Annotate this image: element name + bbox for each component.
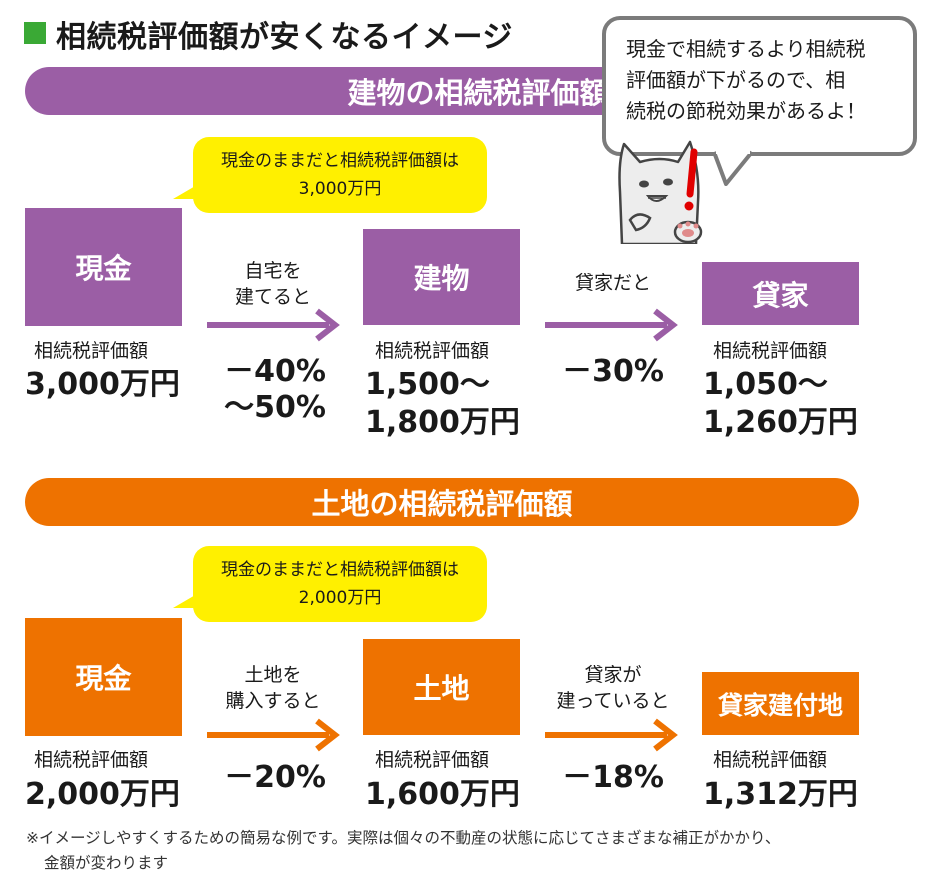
building-step2-line-1: 貸家だと: [574, 272, 651, 294]
speech-bubble-tail: [712, 150, 754, 186]
building-label: 相続税評価額: [375, 340, 490, 362]
cat-illustration-icon: [618, 140, 703, 244]
building-pct1: －40% ～50%: [215, 354, 335, 426]
land-box: 土地: [363, 639, 520, 735]
building-step1-text: 自宅を 建てると: [205, 258, 341, 310]
land-banner-text: 土地の相続税評価額: [311, 487, 573, 521]
building-amount-line-2: 1,800万円: [365, 405, 520, 440]
speech-line-3: 続税の節税効果があるよ！: [626, 99, 866, 123]
land-callout-line-1: 現金のままだと相続税評価額は: [221, 560, 459, 580]
title-bullet: [24, 22, 46, 44]
building-cash-amount: 3,000万円: [25, 367, 180, 402]
building-arrow-1-icon: [207, 308, 340, 342]
rental-land-label: 相続税評価額: [713, 749, 828, 771]
land-arrow-2-icon: [545, 718, 678, 752]
footnote-line-2: 金額が変わります: [44, 854, 169, 872]
land-cash-callout: 現金のままだと相続税評価額は 2,000万円: [173, 546, 487, 622]
land-box-text: 土地: [413, 672, 470, 705]
land-section-banner: 土地の相続税評価額: [25, 478, 859, 526]
building-cash-callout: 現金のままだと相続税評価額は 3,000万円: [173, 137, 487, 213]
rental-house-label: 相続税評価額: [713, 340, 828, 362]
building-callout-line-1: 現金のままだと相続税評価額は: [221, 151, 459, 171]
land-cash-box-text: 現金: [75, 662, 132, 695]
land-cash-box: 現金: [25, 618, 182, 736]
land-amount: 1,600万円: [365, 777, 520, 812]
land-pct1-line-1: －20%: [224, 760, 326, 795]
land-cash-label: 相続税評価額: [34, 749, 149, 771]
speech-line-2: 評価額が下がるので、相: [626, 68, 846, 92]
speech-line-1: 現金で相続するより相続税: [626, 37, 866, 61]
land-pct2-line-1: －18%: [562, 760, 664, 795]
building-cash-box: 現金: [25, 208, 182, 326]
page-title: 相続税評価額が安くなるイメージ: [56, 20, 513, 55]
building-amount-line-1: 1,500～: [365, 367, 490, 402]
rental-house-box: 貸家: [702, 262, 859, 325]
land-label: 相続税評価額: [375, 749, 490, 771]
rental-land-amount: 1,312万円: [703, 777, 858, 812]
rental-house-box-text: 貸家: [752, 278, 809, 312]
building-step1-line-2: 建てると: [234, 286, 311, 308]
land-cash-amount: 2,000万円: [25, 777, 180, 812]
land-step2-line-2: 建っていると: [556, 690, 670, 712]
building-pct2-line-1: －30%: [562, 354, 664, 389]
building-callout-line-2: 3,000万円: [298, 179, 382, 199]
land-pct2: －18%: [553, 760, 673, 796]
building-amount: 1,500～ 1,800万円: [365, 366, 520, 442]
rental-land-box-text: 貸家建付地: [717, 690, 843, 720]
land-step2-text: 貸家が 建っていると: [545, 662, 681, 714]
land-step1-line-1: 土地を: [244, 664, 302, 686]
building-cash-label: 相続税評価額: [34, 340, 149, 362]
land-step1-text: 土地を 購入すると: [205, 662, 341, 714]
footnote-line-1: ※イメージしやすくするための簡易な例です。実際は個々の不動産の状態に応じてさまざ…: [26, 829, 781, 847]
building-arrow-2-icon: [545, 308, 678, 342]
land-callout-line-2: 2,000万円: [298, 588, 382, 608]
land-pct1: －20%: [215, 760, 335, 796]
land-step2-line-1: 貸家が: [584, 664, 642, 686]
building-step2-text: 貸家だと: [545, 270, 681, 296]
footnote: ※イメージしやすくするための簡易な例です。実際は個々の不動産の状態に応じてさまざ…: [26, 826, 780, 876]
building-cash-box-text: 現金: [75, 252, 132, 285]
land-step1-line-2: 購入すると: [225, 690, 321, 712]
rental-land-box: 貸家建付地: [702, 672, 859, 735]
building-step1-line-1: 自宅を: [244, 260, 302, 282]
building-banner-text: 建物の相続税評価額: [347, 76, 609, 110]
building-box-text: 建物: [413, 262, 470, 295]
building-pct1-line-1: －40%: [224, 354, 326, 389]
rental-house-amount-line-1: 1,050～: [703, 367, 828, 402]
building-pct1-line-2: ～50%: [224, 390, 326, 425]
land-arrow-1-icon: [207, 718, 340, 752]
speech-bubble: 現金で相続するより相続税 評価額が下がるので、相 続税の節税効果があるよ！: [602, 16, 917, 156]
building-box: 建物: [363, 229, 520, 325]
rental-house-amount-line-2: 1,260万円: [703, 405, 858, 440]
rental-house-amount: 1,050～ 1,260万円: [703, 366, 858, 442]
building-pct2: －30%: [553, 354, 673, 390]
